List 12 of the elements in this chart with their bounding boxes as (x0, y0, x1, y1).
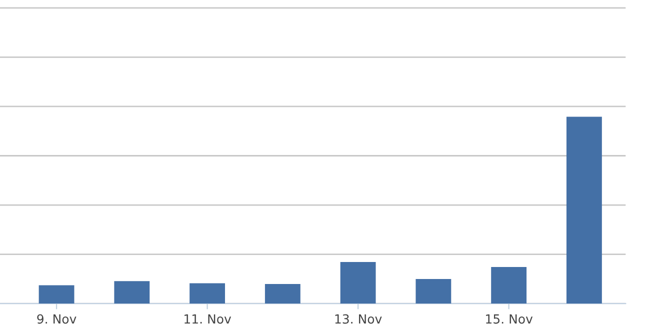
bar (416, 278, 452, 304)
x-tick-label: 9. Nov (37, 314, 76, 324)
bar (491, 266, 527, 304)
bar (38, 285, 74, 304)
bar (190, 283, 226, 304)
bar (114, 281, 150, 304)
x-tick-label: 15. Nov (486, 314, 533, 324)
x-tick-label: 11. Nov (184, 314, 232, 324)
bar (340, 262, 376, 304)
bar (566, 116, 602, 304)
x-tick-label: 13. Nov (335, 314, 382, 324)
bar (264, 284, 300, 304)
